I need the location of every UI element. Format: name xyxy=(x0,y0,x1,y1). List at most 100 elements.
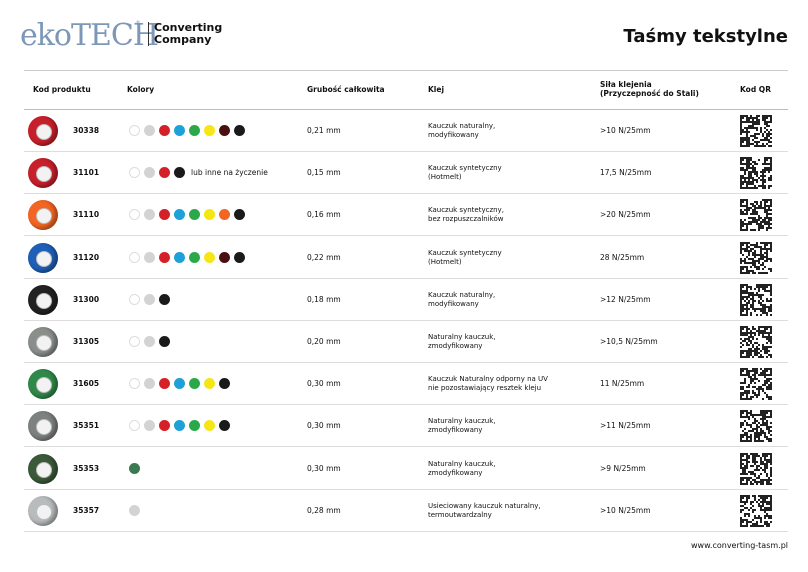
row-divider xyxy=(24,319,788,321)
tape-core xyxy=(36,503,52,520)
color-dot xyxy=(189,378,200,390)
company-line: Company xyxy=(154,33,212,46)
row-divider xyxy=(24,530,788,532)
tape-core xyxy=(36,250,52,267)
color-dot xyxy=(219,378,230,390)
glue: Naturalny kauczuk, xyxy=(428,459,496,468)
color-dot xyxy=(159,251,170,263)
glue: Kauczuk syntetyczny xyxy=(428,248,502,257)
force: >11 N/25mm xyxy=(600,421,651,431)
force: >10 N/25mm xyxy=(600,126,651,135)
column-header: Klej xyxy=(428,85,445,94)
thickness: 0,18 mm xyxy=(307,294,341,304)
row-divider xyxy=(24,362,788,363)
tape-core xyxy=(36,377,52,394)
color-dot xyxy=(144,378,155,390)
row-divider xyxy=(24,277,788,279)
color-dot xyxy=(204,209,215,221)
force: >10,5 N/25mm xyxy=(600,337,658,346)
qr-code xyxy=(740,410,772,443)
product-code: 31120 xyxy=(73,252,100,262)
glue: zmodyfikowany xyxy=(428,426,483,435)
color-dot xyxy=(129,336,140,347)
thickness: 0,15 mm xyxy=(307,168,341,178)
company: Converting Company xyxy=(154,22,222,46)
row-divider xyxy=(24,488,788,490)
row-divider xyxy=(24,151,788,152)
color-dot xyxy=(174,125,185,136)
tape-core xyxy=(36,292,52,309)
title: Taśmy tekstylne xyxy=(623,26,788,47)
glue: Naturalny kauczuk, xyxy=(428,333,496,341)
force: >10 N/25mm xyxy=(600,505,651,515)
color-dot xyxy=(234,209,245,221)
thickness: 0,22 mm xyxy=(307,252,341,262)
color-dot xyxy=(129,420,140,432)
color-dot xyxy=(174,420,185,432)
color-dot xyxy=(234,251,245,263)
thickness: 0,20 mm xyxy=(307,337,341,346)
color-dot xyxy=(204,378,215,390)
glue: Kauczuk naturalny, xyxy=(428,290,496,299)
row-divider xyxy=(24,193,788,195)
qr-code xyxy=(740,241,772,274)
glue: zmodyfikowany xyxy=(428,342,483,350)
color-dot xyxy=(159,209,170,221)
glue: (Hotmelt) xyxy=(428,173,462,182)
color-dot xyxy=(174,209,185,221)
thickness: 0,30 mm xyxy=(307,463,341,473)
company-line: Converting xyxy=(154,21,223,34)
qr-code xyxy=(740,326,772,358)
product-code: 30338 xyxy=(73,126,100,135)
color-dot xyxy=(204,125,215,136)
thickness: 0,21 mm xyxy=(307,126,341,135)
color-dot xyxy=(159,420,170,432)
product-code: 31101 xyxy=(73,168,100,178)
color-dot xyxy=(189,420,200,432)
product-code: 35353 xyxy=(73,463,100,473)
color-dot xyxy=(204,251,215,263)
color-dot xyxy=(129,251,140,263)
glue: modyfikowany xyxy=(428,131,479,139)
force: 28 N/25mm xyxy=(600,252,645,262)
tape-core xyxy=(36,335,52,351)
glue: zmodyfikowany xyxy=(428,468,483,477)
color-dot xyxy=(129,125,140,136)
color-dot xyxy=(144,336,155,347)
brand: ekoTECH xyxy=(20,18,159,53)
color-dot xyxy=(189,125,200,136)
color-dot xyxy=(159,125,170,136)
glue: (Hotmelt) xyxy=(428,257,462,266)
color-dot xyxy=(129,209,140,221)
color-dot xyxy=(219,209,230,221)
glue: Kauczuk naturalny, xyxy=(428,122,496,130)
force: >9 N/25mm xyxy=(600,463,646,473)
color-dot xyxy=(219,420,230,432)
thickness: 0,16 mm xyxy=(307,210,341,220)
row-divider xyxy=(24,235,788,237)
glue: Kauczuk Naturalny odporny na UV xyxy=(428,375,548,384)
color-dot xyxy=(144,251,155,263)
color-dot xyxy=(129,167,140,179)
glue: modyfikowany xyxy=(428,299,479,308)
product-code: 35351 xyxy=(73,421,100,431)
color-dot xyxy=(174,378,185,390)
qr-code xyxy=(740,115,772,147)
tape-core xyxy=(36,419,52,436)
table-header xyxy=(24,70,788,110)
qr-code xyxy=(740,494,772,527)
color-dot xyxy=(189,209,200,221)
color-dot xyxy=(144,293,155,305)
glue: termoutwardzalny xyxy=(428,510,492,519)
color-dot xyxy=(219,125,230,136)
qr-code xyxy=(740,199,772,232)
tape-core xyxy=(36,461,52,478)
color-dot xyxy=(159,336,170,347)
color-dot xyxy=(144,125,155,136)
row-divider xyxy=(24,446,788,448)
row-divider xyxy=(24,404,788,406)
color-dot xyxy=(144,420,155,432)
color-dot xyxy=(129,293,140,305)
column-header: Kod QR xyxy=(740,85,771,94)
